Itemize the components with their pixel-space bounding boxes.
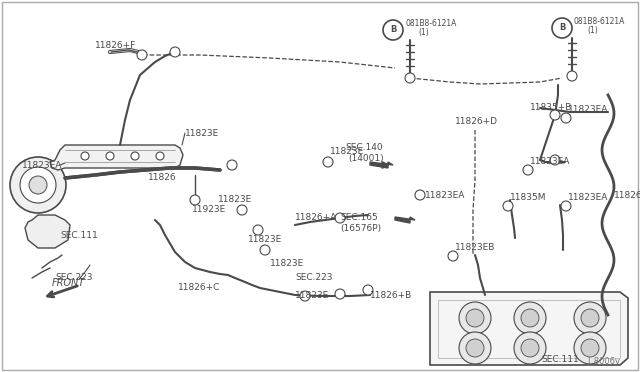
Text: 081B8-6121A: 081B8-6121A [574, 17, 625, 26]
Text: SEC.223: SEC.223 [55, 273, 93, 282]
Circle shape [227, 160, 237, 170]
Text: 11826+B: 11826+B [370, 291, 412, 299]
Circle shape [459, 332, 491, 364]
Text: (1): (1) [587, 26, 598, 35]
Circle shape [552, 18, 572, 38]
Circle shape [466, 339, 484, 357]
Polygon shape [25, 215, 70, 248]
Text: 11823E: 11823E [248, 235, 282, 244]
Polygon shape [50, 145, 183, 170]
Circle shape [10, 157, 66, 213]
Text: J_8006v: J_8006v [587, 357, 620, 366]
Text: 11823EA: 11823EA [568, 106, 609, 115]
Polygon shape [370, 162, 393, 168]
Bar [438, 300, 620, 358]
Circle shape [253, 225, 263, 235]
Text: 11823E: 11823E [330, 148, 364, 157]
Text: 11823EA: 11823EA [22, 160, 62, 170]
Text: 11823E: 11823E [185, 128, 220, 138]
Polygon shape [395, 217, 415, 223]
Circle shape [523, 165, 533, 175]
Text: 11823E: 11823E [295, 291, 329, 299]
Circle shape [550, 110, 560, 120]
Text: 11823EA: 11823EA [425, 190, 465, 199]
Circle shape [335, 289, 345, 299]
Text: 11823EA: 11823EA [568, 193, 609, 202]
Text: 11826+E: 11826+E [614, 190, 640, 199]
Circle shape [405, 73, 415, 83]
Circle shape [581, 309, 599, 327]
Circle shape [335, 213, 345, 223]
Circle shape [415, 190, 425, 200]
Text: B: B [559, 23, 565, 32]
Circle shape [300, 291, 310, 301]
Polygon shape [430, 292, 628, 365]
Text: SEC.111: SEC.111 [60, 231, 98, 240]
Text: B: B [390, 26, 396, 35]
Circle shape [190, 195, 200, 205]
Circle shape [363, 285, 373, 295]
Circle shape [521, 339, 539, 357]
Circle shape [521, 309, 539, 327]
Text: 11823EB: 11823EB [455, 244, 495, 253]
Text: (1): (1) [418, 29, 429, 38]
Circle shape [131, 152, 139, 160]
Text: (16576P): (16576P) [340, 224, 381, 232]
Circle shape [561, 113, 571, 123]
Text: 11823EA: 11823EA [530, 157, 570, 167]
Circle shape [561, 201, 571, 211]
Circle shape [574, 332, 606, 364]
Circle shape [20, 167, 56, 203]
Text: 11826+C: 11826+C [178, 283, 220, 292]
Circle shape [503, 201, 513, 211]
Circle shape [106, 152, 114, 160]
Circle shape [383, 20, 403, 40]
Circle shape [29, 176, 47, 194]
Text: FRONT: FRONT [52, 278, 85, 288]
Text: 11835+B: 11835+B [530, 103, 572, 112]
Circle shape [514, 302, 546, 334]
Circle shape [81, 152, 89, 160]
Circle shape [514, 332, 546, 364]
Text: SEC.223: SEC.223 [295, 273, 333, 282]
Circle shape [170, 47, 180, 57]
Text: SEC.165: SEC.165 [340, 214, 378, 222]
Text: 11826+A: 11826+A [295, 214, 337, 222]
Text: 11823E: 11823E [270, 260, 304, 269]
Text: 11835M: 11835M [510, 193, 547, 202]
Text: SEC.111: SEC.111 [541, 356, 579, 365]
Circle shape [574, 302, 606, 334]
Circle shape [567, 71, 577, 81]
Text: 11823E: 11823E [218, 196, 252, 205]
Circle shape [550, 155, 560, 165]
Text: 11826: 11826 [148, 173, 177, 183]
Circle shape [260, 245, 270, 255]
Circle shape [459, 302, 491, 334]
Circle shape [581, 339, 599, 357]
Circle shape [137, 50, 147, 60]
Circle shape [466, 309, 484, 327]
Circle shape [237, 205, 247, 215]
Text: 11923E: 11923E [192, 205, 227, 215]
Text: 081B8-6121A: 081B8-6121A [405, 19, 456, 29]
Text: SEC.140: SEC.140 [345, 144, 383, 153]
Circle shape [323, 157, 333, 167]
Text: 11826+F: 11826+F [95, 41, 136, 49]
Text: (14001): (14001) [348, 154, 383, 163]
Text: 11826+D: 11826+D [455, 118, 498, 126]
Circle shape [156, 152, 164, 160]
Circle shape [448, 251, 458, 261]
